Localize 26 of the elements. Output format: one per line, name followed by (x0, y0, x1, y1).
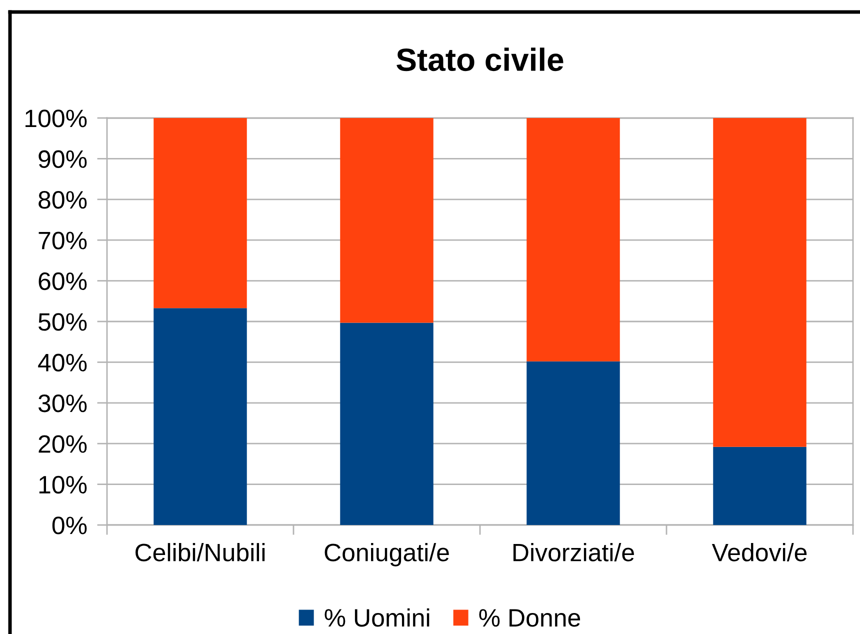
bar (526, 118, 620, 362)
y-tick-label: 50% (38, 313, 87, 331)
bar (154, 308, 247, 525)
x-tick-label: Celibi/Nubili (136, 543, 265, 562)
bar (713, 118, 806, 447)
bar (154, 118, 247, 308)
legend-label: % Donne (479, 609, 580, 627)
chart-title: Stato civile (396, 48, 564, 72)
x-tick-label: Vedovi/e (712, 543, 807, 562)
y-tick-label: 60% (38, 272, 87, 290)
y-tick-label: 90% (38, 150, 87, 168)
bar (340, 322, 434, 525)
y-tick-label: 40% (38, 354, 87, 372)
x-tick-label: Divorziati/e (513, 543, 634, 562)
bar (526, 361, 620, 525)
y-tick-label: 10% (39, 476, 87, 494)
y-tick-label: 70% (38, 232, 87, 250)
legend-label: % Uomini (324, 608, 430, 627)
bar (340, 118, 434, 323)
y-tick-label: 100% (26, 110, 87, 128)
y-tick-label: 0% (52, 516, 87, 534)
y-tick-label: 30% (38, 394, 87, 412)
y-tick-label: 80% (38, 191, 87, 209)
bar (713, 446, 806, 525)
x-tick-label: Coniugati/e (324, 543, 449, 566)
y-tick-label: 20% (38, 435, 87, 453)
